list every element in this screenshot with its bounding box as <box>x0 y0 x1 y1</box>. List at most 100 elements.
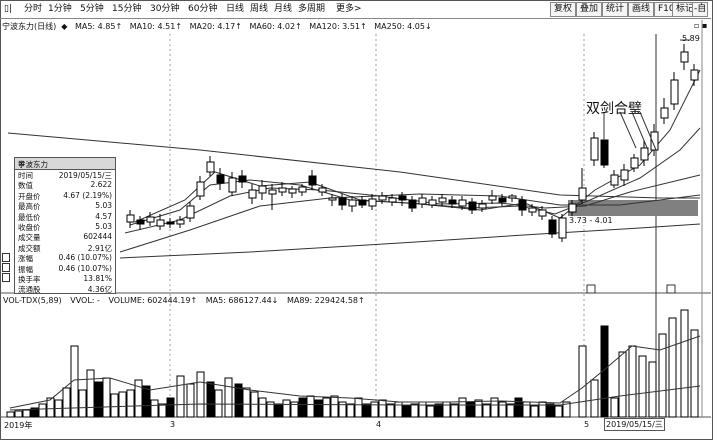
tab-more[interactable]: 更多> <box>336 4 362 14</box>
volume-bar <box>600 325 609 418</box>
period-toolbar: ▯| 分时 1分钟 5分钟 15分钟 30分钟 60分钟 日线 周线 月线 多周… <box>0 0 711 19</box>
info-value: 2019/05/15/三 <box>58 171 112 180</box>
candle-body <box>228 177 237 193</box>
volume-bar <box>102 377 111 418</box>
vol-ma89-line <box>9 385 701 411</box>
volume-bar <box>94 381 103 418</box>
arrow-line <box>631 111 649 151</box>
adjust-button[interactable]: 复权 <box>550 2 577 17</box>
info-row: 振幅 0.46 (10.07%) <box>15 264 115 274</box>
info-value: 602444 <box>83 232 112 242</box>
candle-body <box>488 195 497 201</box>
ma60-line <box>119 193 701 253</box>
volume-bar <box>258 397 267 418</box>
tab-30min[interactable]: 30分钟 <box>150 4 180 14</box>
candle-body <box>640 147 649 161</box>
tab-multi-period[interactable]: 多周期 <box>298 4 326 14</box>
close-icon[interactable]: ⊠ <box>18 159 25 168</box>
volume-bar <box>346 403 355 418</box>
volume-bar <box>362 403 371 418</box>
volume-bar <box>498 401 507 418</box>
info-value: 2.622 <box>90 180 112 190</box>
candle-body <box>298 186 307 193</box>
info-key: 振幅 <box>18 264 33 274</box>
stock-title: 宁波东力(日线) <box>2 22 57 31</box>
candle-body <box>660 107 669 119</box>
info-key: 收盘价 <box>18 222 41 232</box>
side-tab-icon[interactable] <box>2 263 10 272</box>
volume-bar <box>234 383 243 418</box>
tab-monthly[interactable]: 月线 <box>274 4 293 14</box>
volume-bar <box>514 397 523 418</box>
volume-bar <box>290 401 299 418</box>
tab-weekly[interactable]: 周线 <box>250 4 269 14</box>
ma120-value: MA120: 3.51↑ <box>309 22 367 31</box>
stats-button[interactable]: 统计 <box>602 2 629 17</box>
draw-button[interactable]: 画线 <box>628 2 655 17</box>
x-label-year: 2019年 <box>4 421 33 430</box>
info-row: 收盘价 5.03 <box>15 222 115 232</box>
info-value: 0.46 (10.07%) <box>58 253 112 263</box>
volume-bar <box>466 401 475 418</box>
tab-60min[interactable]: 60分钟 <box>188 4 218 14</box>
candle-body <box>278 187 287 193</box>
tab-5min[interactable]: 5分钟 <box>80 4 104 14</box>
ma20-value: MA20: 4.17↑ <box>189 22 242 31</box>
candle-body <box>578 187 587 201</box>
candle-body <box>680 51 689 63</box>
candle-body <box>458 199 467 207</box>
info-key: 时间 <box>18 171 33 180</box>
info-row: 成交额 2.91亿 <box>15 243 115 253</box>
tab-daily[interactable]: 日线 <box>226 4 245 14</box>
volume-bar <box>224 377 233 418</box>
candle-body <box>166 221 175 225</box>
ma-indicator-bar: 宁波东力(日线) ◆ MA5: 4.85↑ MA10: 4.51↑ MA20: 4… <box>2 21 702 33</box>
candle-body <box>438 197 447 203</box>
info-value: 0.46 (10.07%) <box>58 263 112 273</box>
menu-icon[interactable]: ▯| <box>4 4 12 14</box>
side-tab-icon[interactable] <box>2 253 10 262</box>
volume-bar <box>442 401 451 418</box>
tab-1min[interactable]: 1分钟 <box>48 4 72 14</box>
info-value: 4.36亿 <box>87 285 112 295</box>
ma-dot-icon: ◆ <box>61 22 68 31</box>
volume-bar <box>402 405 411 418</box>
candle-body <box>670 79 679 105</box>
x-label-may: 5 <box>584 420 590 429</box>
candle-body <box>590 137 599 161</box>
volume-bar <box>186 383 195 418</box>
volume-bar <box>14 410 23 418</box>
candle-body <box>378 195 387 201</box>
volume-bar <box>86 369 95 418</box>
info-key: 数值 <box>18 181 33 191</box>
panel-controls-icon[interactable]: ▫ ▪ <box>694 21 708 30</box>
info-key: 成交量 <box>18 233 41 243</box>
candle-body <box>398 195 407 201</box>
ma60-value: MA60: 4.02↑ <box>249 22 302 31</box>
info-key: 流通股 <box>18 285 41 295</box>
volume-value: VOLUME: 602444.19↑ <box>108 296 198 305</box>
price-band <box>568 200 698 216</box>
auto-button[interactable]: -自 <box>692 2 709 17</box>
info-row: 最低价 4.57 <box>15 212 115 222</box>
info-key: 开盘价 <box>18 191 41 201</box>
vol-ma89-value: MA89: 229424.58↑ <box>286 296 365 305</box>
tab-minute[interactable]: 分时 <box>24 4 43 14</box>
volume-bar <box>62 387 71 418</box>
side-tab-icon[interactable] <box>2 273 10 282</box>
candle-body <box>238 175 247 183</box>
tab-15min[interactable]: 15分钟 <box>112 4 142 14</box>
info-row: 成交量 602444 <box>15 232 115 242</box>
candle-body <box>288 188 297 194</box>
candle-body <box>136 219 145 225</box>
cursor-date-label: 2019/05/15/三 <box>604 418 665 431</box>
volume-bar <box>538 401 547 418</box>
volume-bar <box>196 371 205 418</box>
info-row: 数值 2.622 <box>15 180 115 190</box>
x-label-april: 4 <box>376 420 382 429</box>
overlay-button[interactable]: 叠加 <box>576 2 603 17</box>
volume-bar <box>394 401 403 418</box>
volume-bar <box>242 387 251 418</box>
volume-bar <box>322 397 331 418</box>
